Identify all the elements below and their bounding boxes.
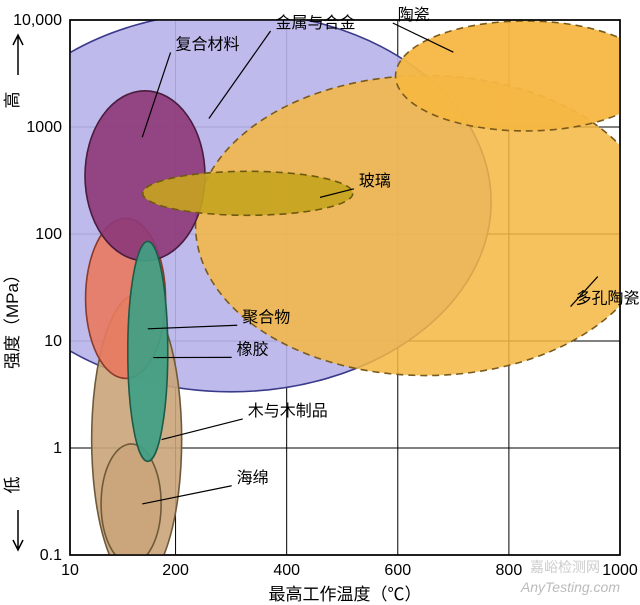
region-label-foam: 海绵	[237, 469, 269, 487]
region-label-glass: 玻璃	[359, 172, 391, 190]
y-tick-label: 1	[53, 440, 62, 457]
x-tick-label: 800	[496, 562, 523, 579]
x-tick-label: 200	[162, 562, 189, 579]
x-tick-label: 600	[384, 562, 411, 579]
region-label-wood: 木与木制品	[248, 402, 328, 420]
y-tick-label: 10,000	[13, 12, 62, 29]
y-high-label: 高	[3, 92, 22, 109]
chart-svg: 10 200 400 600 800 1000 0.1 1 10 100 1000 10,000 最高工…	[0, 0, 640, 605]
y-tick-label: 100	[35, 226, 62, 243]
x-tick-label: 400	[273, 562, 300, 579]
region-label-metals: 金属与合金	[276, 14, 356, 32]
x-tick-label: 1000	[602, 562, 638, 579]
x-axis-label: 最高工作温度（℃）	[269, 585, 422, 604]
region-label-ceramics: 陶瓷	[398, 6, 430, 24]
region-foam	[101, 444, 161, 564]
x-tick-label: 10	[61, 562, 79, 579]
region-rubber	[128, 241, 168, 461]
y-tick-label: 10	[44, 333, 62, 350]
region-glass	[143, 171, 353, 215]
y-tick-label: 0.1	[40, 547, 62, 564]
y-axis-label: 强度（MPa）	[3, 266, 22, 369]
arrow-up-icon	[13, 35, 23, 75]
material-ashby-chart: 10 200 400 600 800 1000 0.1 1 10 100 1000 10,000 最高工…	[0, 0, 640, 605]
region-label-rubber: 橡胶	[237, 340, 269, 358]
y-tick-label: 1000	[26, 119, 62, 136]
region-label-porous_cer: 多孔陶瓷	[576, 290, 640, 308]
arrow-down-icon	[13, 510, 23, 550]
y-low-label: 低	[3, 477, 22, 494]
region-label-composites: 复合材料	[176, 35, 240, 53]
region-label-polymers: 聚合物	[242, 308, 290, 326]
